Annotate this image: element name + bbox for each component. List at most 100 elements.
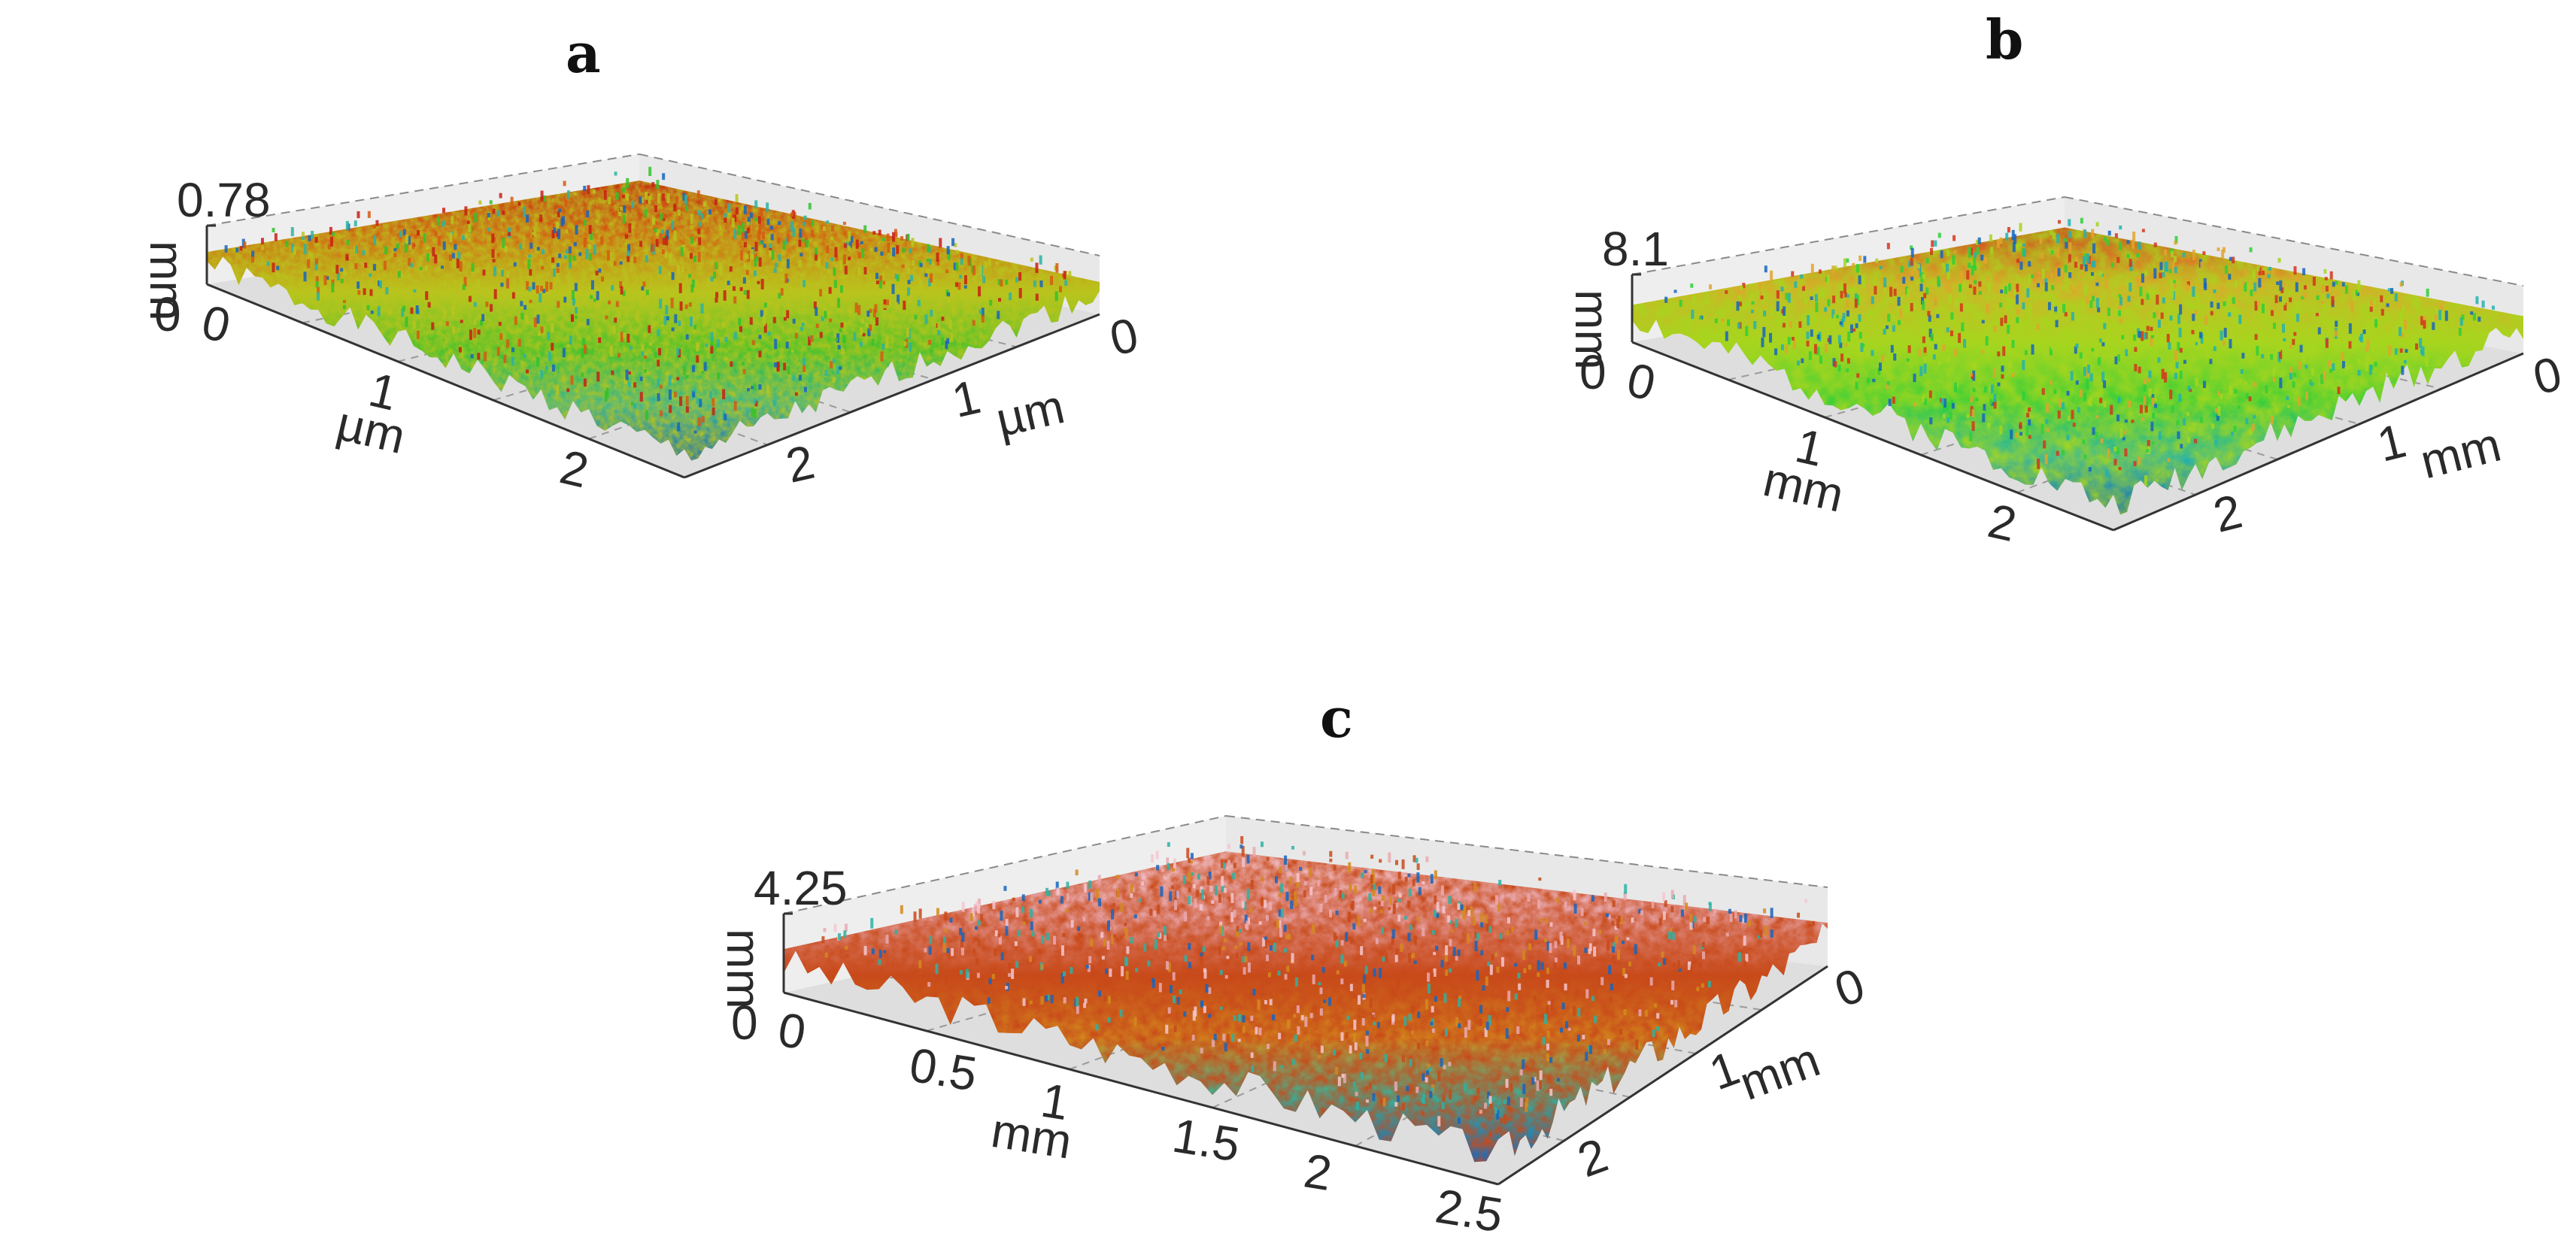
surface-speckle (1273, 942, 1276, 953)
surface-speckle (1628, 961, 1631, 967)
surface-speckle (2224, 307, 2228, 311)
surface-speckle (1567, 938, 1570, 949)
surface-speckle (364, 262, 368, 268)
surface-speckle (2288, 291, 2292, 296)
surface-speckle (1745, 953, 1749, 962)
surface-speckle (1103, 938, 1106, 947)
surface-speckle (654, 228, 657, 233)
surface-speckle (2162, 271, 2165, 277)
surface-speckle (787, 365, 790, 374)
surface-speckle (1151, 979, 1155, 989)
surface-speckle (1361, 872, 1364, 878)
surface-speckle (1588, 1045, 1592, 1054)
surface-speckle (1340, 1032, 1344, 1041)
surface-speckle (1184, 911, 1188, 922)
surface-speckle (1770, 929, 1773, 938)
surface-speckle (346, 240, 350, 246)
surface-speckle (614, 211, 618, 215)
surface-speckle (1200, 955, 1203, 966)
surface-speckle (2415, 343, 2419, 350)
surface-speckle (705, 343, 708, 347)
surface-speckle (621, 194, 625, 199)
surface-speckle (1318, 982, 1321, 986)
surface-speckle (473, 319, 477, 326)
surface-speckle (2144, 271, 2148, 277)
surface-speckle (850, 236, 854, 243)
surface-speckle (1381, 926, 1385, 935)
surface-speckle (2421, 346, 2425, 356)
surface-speckle (1861, 278, 1865, 288)
surface-speckle (1538, 877, 1542, 881)
surface-speckle (1171, 885, 1175, 890)
surface-speckle (1157, 932, 1161, 938)
surface-speckle (2066, 434, 2070, 441)
surface-speckle (1040, 964, 1044, 970)
surface-speckle (442, 208, 446, 214)
surface-speckle (1489, 1102, 1493, 1109)
surface-speckle (1671, 932, 1675, 941)
z-unit-label: mm (717, 929, 771, 1009)
surface-speckle (627, 371, 631, 374)
surface-speckle (1928, 314, 1931, 322)
surface-speckle (369, 289, 373, 296)
surface-speckle (1167, 1007, 1171, 1014)
surface-speckle (997, 279, 1001, 286)
surface-speckle (854, 302, 858, 313)
surface-speckle (2197, 341, 2201, 346)
surface-speckle (701, 416, 705, 423)
surface-speckle (239, 246, 243, 251)
surface-speckle (1531, 1077, 1535, 1085)
surface-speckle (1130, 937, 1133, 944)
surface-speckle (1226, 956, 1230, 959)
surface-speckle (498, 321, 502, 326)
surface-speckle (316, 292, 320, 301)
surface-speckle (806, 239, 809, 248)
surface-speckle (803, 357, 806, 366)
surface-speckle (1577, 1008, 1581, 1017)
surface-speckle (585, 248, 589, 259)
surface-speckle (623, 205, 627, 214)
surface-speckle (1392, 884, 1396, 895)
surface-speckle (2262, 270, 2265, 275)
surface-speckle (917, 290, 921, 301)
x-unit-label: µm (332, 396, 410, 464)
surface-speckle (1078, 932, 1082, 938)
surface-speckle (1443, 1065, 1446, 1070)
surface-speckle (1430, 1021, 1434, 1026)
surface-speckle (540, 286, 544, 292)
surface-speckle (615, 301, 619, 308)
surface-speckle (1363, 918, 1367, 923)
surface-speckle (798, 374, 802, 381)
surface-speckle (690, 237, 693, 244)
surface-speckle (1277, 970, 1281, 976)
surface-speckle (1769, 332, 1773, 343)
surface-speckle (715, 292, 719, 298)
surface-speckle (502, 210, 505, 215)
surface-speckle (1679, 299, 1682, 307)
surface-speckle (688, 274, 692, 278)
surface-speckle (1852, 328, 1856, 332)
surface-speckle (2237, 405, 2241, 409)
surface-speckle (2341, 282, 2345, 287)
surface-speckle (1728, 908, 1731, 914)
surface-speckle (1449, 938, 1452, 947)
surface-speckle (1878, 362, 1882, 371)
surface-speckle (1412, 953, 1415, 958)
surface-speckle (542, 195, 546, 202)
surface-speckle (881, 343, 885, 350)
surface-speckle (1436, 902, 1440, 912)
surface-speckle (682, 365, 686, 375)
surface-speckle (399, 231, 402, 238)
surface-speckle (1283, 924, 1287, 932)
surface-speckle (1311, 954, 1315, 961)
surface-speckle (2138, 456, 2141, 465)
surface-speckle (930, 273, 933, 283)
z-max-label: 4.25 (754, 861, 848, 915)
surface-speckle (1284, 974, 1288, 980)
surface-speckle (1296, 1005, 1300, 1014)
surface-speckle (413, 289, 417, 293)
surface-speckle (1106, 941, 1110, 950)
surface-speckle (345, 256, 349, 261)
